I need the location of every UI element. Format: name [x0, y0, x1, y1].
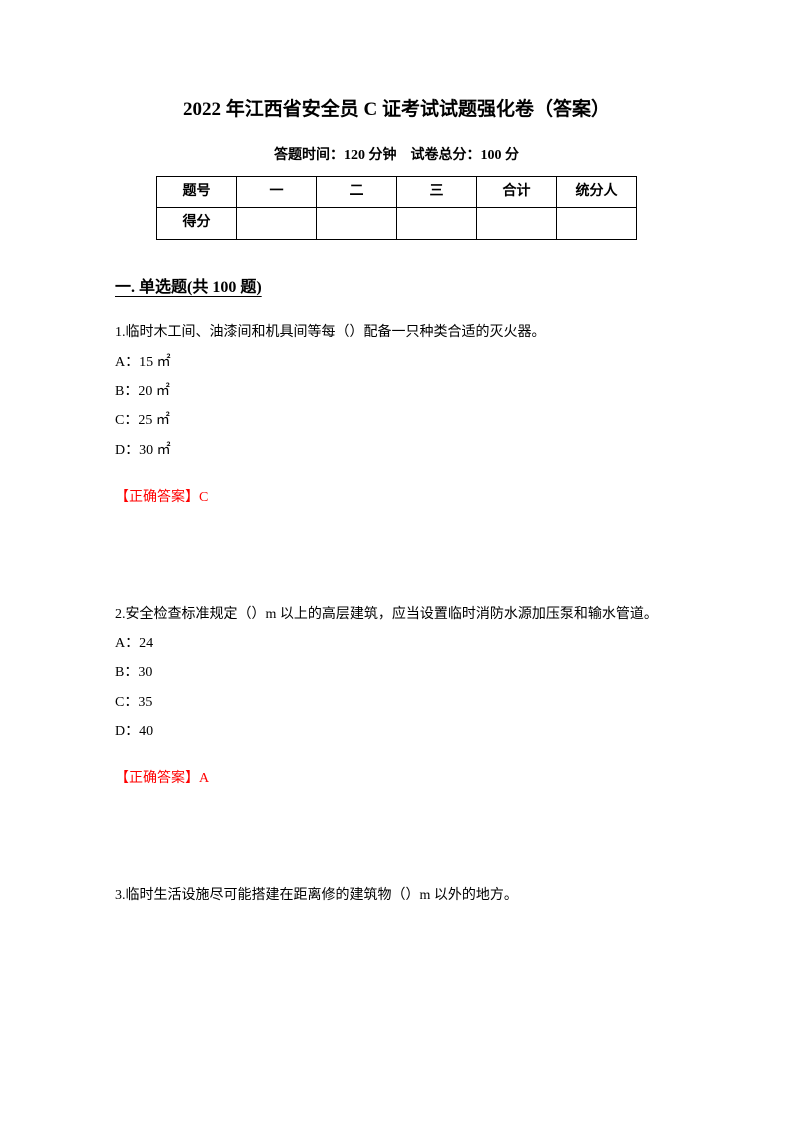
table-header-cell: 统分人: [557, 176, 637, 207]
table-row: 题号 一 二 三 合计 统分人: [157, 176, 637, 207]
section-header: 一. 单选题(共 100 题): [115, 275, 678, 301]
answer-2: 【正确答案】A: [115, 768, 678, 790]
table-header-cell: 合计: [477, 176, 557, 207]
option-c: C：25 ㎡: [115, 406, 678, 435]
question-number: 1.: [115, 325, 126, 340]
option-d: D：30 ㎡: [115, 436, 678, 465]
table-cell: 得分: [157, 208, 237, 239]
answer-1: 【正确答案】C: [115, 487, 678, 509]
question-3: 3.临时生活设施尽可能搭建在距离修的建筑物（）m 以外的地方。: [115, 881, 678, 910]
question-2: 2.安全检查标准规定（）m 以上的高层建筑，应当设置临时消防水源加压泵和输水管道…: [115, 600, 678, 747]
question-text: 2.安全检查标准规定（）m 以上的高层建筑，应当设置临时消防水源加压泵和输水管道…: [115, 600, 678, 629]
question-number: 2.: [115, 607, 126, 622]
option-b: B：20 ㎡: [115, 377, 678, 406]
question-body: 安全检查标准规定（）m 以上的高层建筑，应当设置临时消防水源加压泵和输水管道。: [126, 607, 658, 622]
table-cell: [397, 208, 477, 239]
option-a: A：24: [115, 629, 678, 658]
table-header-cell: 一: [237, 176, 317, 207]
table-header-cell: 二: [317, 176, 397, 207]
table-cell: [477, 208, 557, 239]
table-cell: [237, 208, 317, 239]
table-row: 得分: [157, 208, 637, 239]
page-title: 2022 年江西省安全员 C 证考试试题强化卷（答案）: [115, 95, 678, 125]
question-body: 临时木工间、油漆间和机具间等每（）配备一只种类合适的灭火器。: [126, 325, 546, 340]
score-table: 题号 一 二 三 合计 统分人 得分: [156, 176, 637, 240]
table-header-cell: 三: [397, 176, 477, 207]
option-c: C：35: [115, 688, 678, 717]
question-body: 临时生活设施尽可能搭建在距离修的建筑物（）m 以外的地方。: [126, 888, 518, 903]
option-d: D：40: [115, 717, 678, 746]
question-text: 1.临时木工间、油漆间和机具间等每（）配备一只种类合适的灭火器。: [115, 318, 678, 347]
table-cell: [557, 208, 637, 239]
option-a: A：15 ㎡: [115, 348, 678, 377]
option-b: B：30: [115, 658, 678, 687]
question-number: 3.: [115, 888, 126, 903]
page-subtitle: 答题时间：120 分钟 试卷总分：100 分: [115, 145, 678, 167]
table-header-cell: 题号: [157, 176, 237, 207]
question-1: 1.临时木工间、油漆间和机具间等每（）配备一只种类合适的灭火器。 A：15 ㎡ …: [115, 318, 678, 465]
table-cell: [317, 208, 397, 239]
